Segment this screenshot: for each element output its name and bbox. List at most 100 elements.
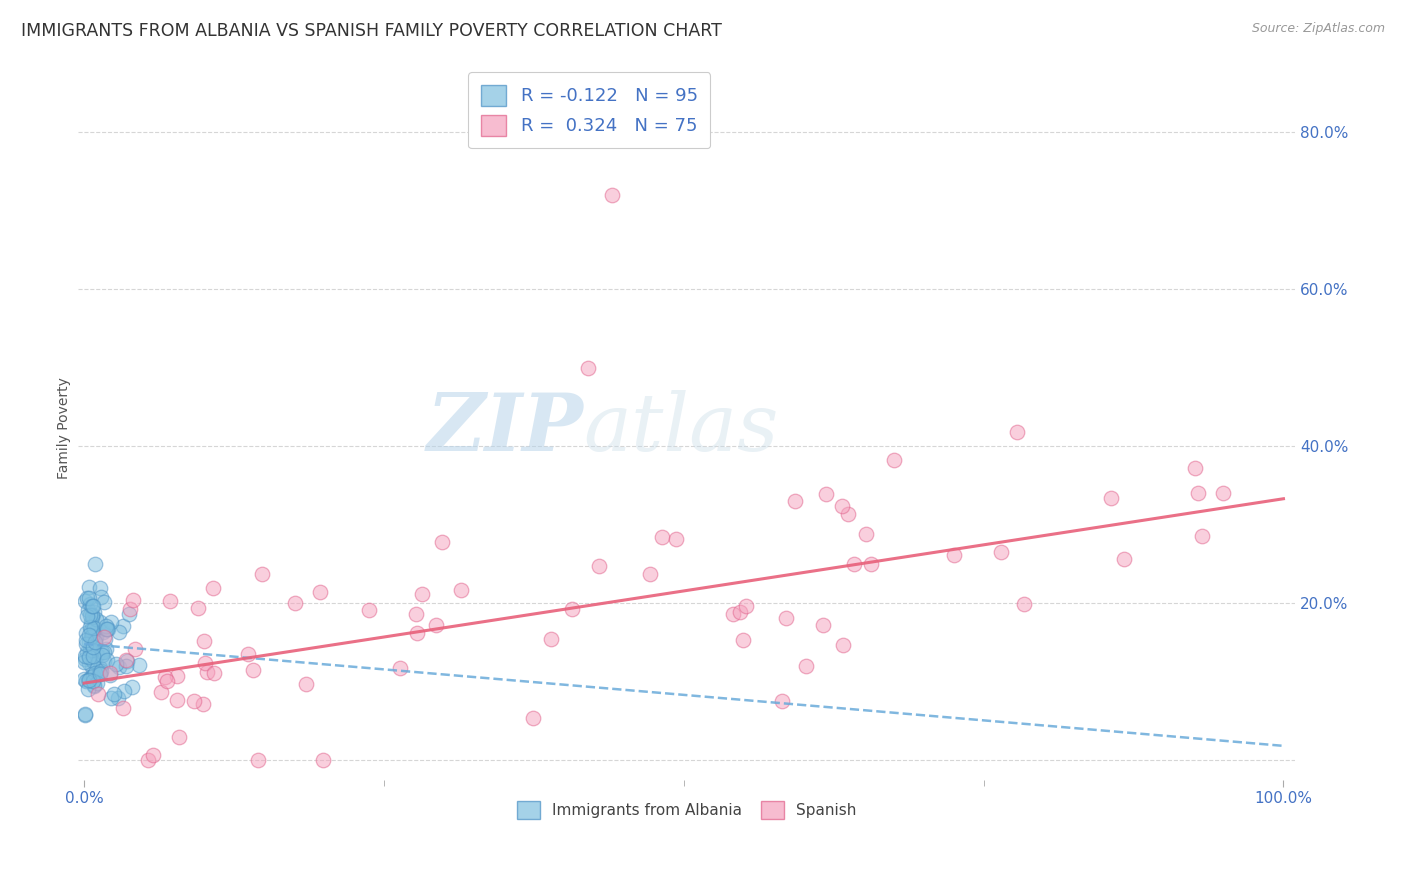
Point <box>93 645 115 659</box>
Point <box>156 674 179 689</box>
Point <box>89 615 111 629</box>
Point <box>309 584 332 599</box>
Point <box>775 611 797 625</box>
Point <box>1112 551 1135 566</box>
Point <box>82 659 104 673</box>
Point <box>522 711 544 725</box>
Point <box>77 635 100 649</box>
Point <box>187 601 209 615</box>
Point <box>83 635 105 649</box>
Point <box>1212 485 1234 500</box>
Point <box>100 690 122 705</box>
Point <box>312 753 335 767</box>
Point <box>80 610 103 624</box>
Point <box>195 665 218 679</box>
Point <box>388 661 411 675</box>
Point <box>159 594 181 608</box>
Point <box>75 625 97 640</box>
Text: Source: ZipAtlas.com: Source: ZipAtlas.com <box>1251 22 1385 36</box>
Point <box>79 642 101 657</box>
Point <box>79 623 101 637</box>
Point <box>855 527 877 541</box>
Point <box>1005 425 1028 439</box>
Point <box>73 655 96 669</box>
Point <box>77 656 100 670</box>
Point <box>665 532 688 546</box>
Point <box>82 626 104 640</box>
Point <box>540 632 562 646</box>
Point <box>107 691 129 706</box>
Point <box>76 608 98 623</box>
Point <box>136 753 159 767</box>
Point <box>90 590 112 604</box>
Point <box>731 633 754 648</box>
Point <box>77 580 100 594</box>
Point <box>77 682 100 697</box>
Point <box>79 620 101 634</box>
Point <box>588 559 610 574</box>
Point <box>82 648 104 663</box>
Point <box>79 608 101 623</box>
Point <box>735 599 758 614</box>
Point <box>75 652 97 666</box>
Point <box>83 679 105 693</box>
Point <box>837 507 859 521</box>
Point <box>75 708 97 723</box>
Point <box>94 642 117 657</box>
Point <box>1099 491 1122 505</box>
Point <box>82 673 104 688</box>
Point <box>96 653 118 667</box>
Point <box>96 622 118 636</box>
Point <box>83 678 105 692</box>
Point <box>104 657 127 671</box>
Point <box>191 697 214 711</box>
Point <box>98 666 121 681</box>
Point <box>94 622 117 636</box>
Point <box>76 591 98 606</box>
Point <box>93 595 115 609</box>
Point <box>83 621 105 635</box>
Point <box>990 545 1012 559</box>
Point <box>128 657 150 672</box>
Point <box>89 666 111 681</box>
Point <box>1012 597 1035 611</box>
Point <box>194 657 217 671</box>
Point <box>75 637 97 651</box>
Point <box>813 618 835 632</box>
Point <box>247 753 270 767</box>
Point <box>80 643 103 657</box>
Point <box>82 640 104 655</box>
Point <box>183 694 205 708</box>
Point <box>411 587 433 601</box>
Point <box>93 654 115 668</box>
Point <box>202 581 225 595</box>
Point <box>430 535 453 549</box>
Point <box>103 687 125 701</box>
Point <box>86 675 108 690</box>
Point <box>785 493 807 508</box>
Point <box>842 558 865 572</box>
Point <box>406 625 429 640</box>
Point <box>82 653 104 667</box>
Point <box>166 692 188 706</box>
Point <box>600 188 623 202</box>
Point <box>149 684 172 698</box>
Point <box>91 645 114 659</box>
Point <box>770 694 793 708</box>
Point <box>80 599 103 614</box>
Point <box>75 633 97 648</box>
Point <box>107 625 129 640</box>
Point <box>118 601 141 615</box>
Point <box>82 655 104 669</box>
Point <box>883 452 905 467</box>
Point <box>121 680 143 694</box>
Text: ZIP: ZIP <box>426 390 583 467</box>
Point <box>80 629 103 643</box>
Point <box>96 623 118 637</box>
Point <box>77 673 100 688</box>
Point <box>153 670 176 684</box>
Point <box>93 630 115 644</box>
Point <box>86 648 108 663</box>
Point <box>943 548 966 562</box>
Point <box>814 486 837 500</box>
